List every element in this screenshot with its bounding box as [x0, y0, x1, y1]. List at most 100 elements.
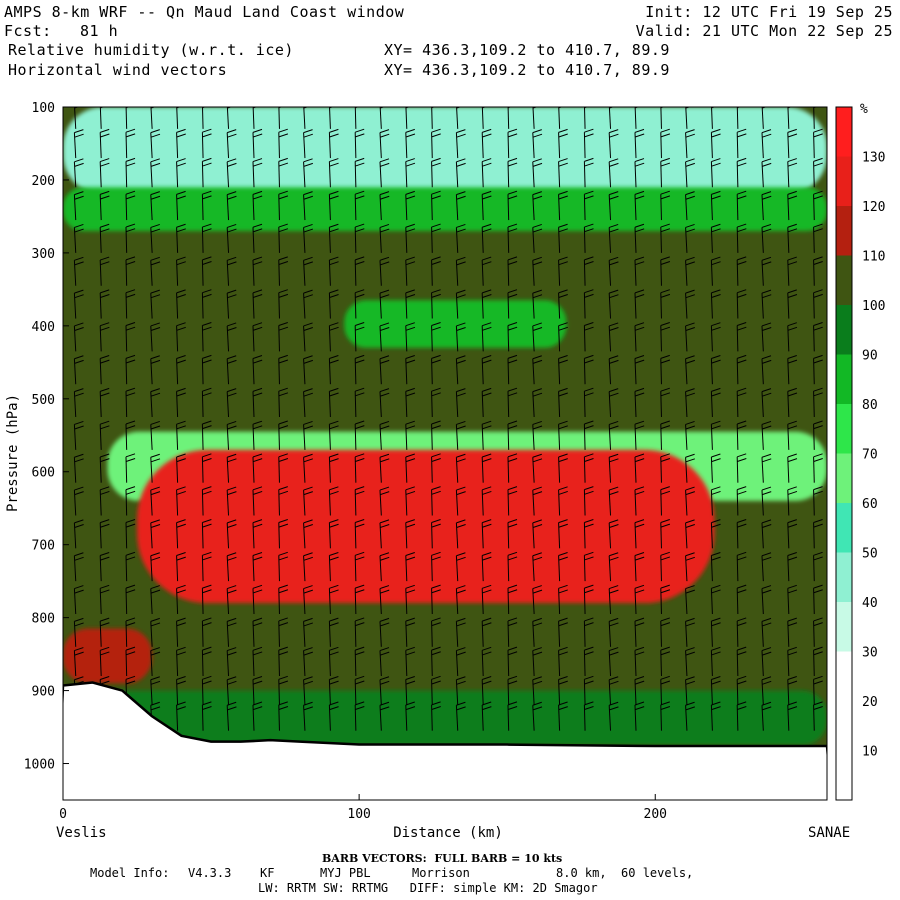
- wind-barb: [405, 158, 416, 188]
- wind-barb: [736, 354, 747, 385]
- wind-barb: [507, 420, 518, 450]
- valid-time: Valid: 21 UTC Mon 22 Sep 25: [635, 22, 893, 40]
- wind-barb: [761, 191, 772, 221]
- wind-barb: [558, 387, 568, 418]
- wind-barb: [278, 322, 289, 352]
- wind-barb: [634, 128, 645, 159]
- wind-barb: [125, 584, 136, 614]
- wind-barb: [507, 289, 518, 319]
- wind-barb: [660, 701, 671, 731]
- wind-barb: [736, 289, 747, 319]
- wind-barb: [761, 129, 772, 159]
- wind-barb: [252, 453, 263, 483]
- wind-barb: [303, 191, 313, 221]
- wind-barb: [252, 223, 263, 253]
- wind-barb: [455, 676, 466, 706]
- wind-barb: [736, 646, 747, 677]
- wind-barb: [608, 355, 619, 385]
- wind-barb: [507, 675, 518, 706]
- wind-barb: [685, 585, 695, 615]
- wind-barb: [328, 676, 339, 706]
- wind-barb: [761, 486, 772, 516]
- wind-barb: [813, 617, 823, 647]
- wind-barb: [354, 190, 365, 221]
- wind-barb: [278, 157, 289, 188]
- wind-barb: [685, 647, 695, 677]
- wind-barb: [558, 646, 568, 677]
- wind-barb: [532, 191, 543, 221]
- colorbar-label: 110: [862, 250, 885, 265]
- wind-barb: [761, 355, 772, 385]
- wind-barb: [328, 190, 339, 221]
- wind-barb: [660, 551, 671, 582]
- colorbar-segment: [836, 305, 852, 355]
- wind-barb: [736, 675, 747, 706]
- colorbar-label: 90: [862, 349, 878, 364]
- wind-barb: [558, 453, 568, 483]
- wind-barb: [532, 701, 543, 731]
- wind-barb: [532, 129, 543, 159]
- wind-barb: [761, 519, 772, 549]
- wind-barb: [150, 388, 161, 418]
- wind-barb: [99, 617, 110, 647]
- wind-barb: [813, 486, 823, 516]
- colorbar-segment: [836, 156, 852, 206]
- wind-barb: [634, 584, 645, 615]
- wind-barb: [660, 486, 671, 516]
- wind-barb: [481, 289, 492, 319]
- wind-barb: [736, 223, 747, 253]
- wind-barb: [736, 157, 747, 188]
- wind-barb: [481, 617, 492, 647]
- wind-barb: [99, 387, 110, 418]
- wind-barb: [431, 354, 441, 385]
- wind-barb: [558, 617, 568, 647]
- wind-barb: [405, 420, 416, 450]
- wind-barb: [354, 617, 365, 647]
- wind-barb: [481, 355, 492, 385]
- wind-barb: [354, 420, 365, 450]
- wind-barb: [813, 322, 823, 352]
- wind-barb: [813, 289, 823, 319]
- wind-barb: [761, 388, 772, 418]
- wind-barb: [354, 289, 365, 319]
- wind-barb: [303, 223, 313, 253]
- wind-barb: [455, 519, 466, 549]
- wind-barb: [583, 223, 594, 253]
- wind-barb: [532, 322, 543, 352]
- wind-barb: [710, 519, 721, 549]
- wind-barb: [405, 552, 416, 582]
- wind-barb: [73, 129, 84, 159]
- wind-barb: [813, 551, 823, 582]
- wind-barb: [532, 647, 543, 677]
- wind-barb: [379, 585, 390, 615]
- wind-barb: [379, 617, 390, 647]
- wind-barb: [507, 128, 518, 159]
- wind-barb: [99, 552, 110, 582]
- wind-barb: [252, 190, 263, 221]
- wind-barb: [761, 107, 767, 129]
- wind-barb: [761, 420, 772, 450]
- wind-barb: [660, 157, 671, 188]
- wind-barb: [99, 322, 110, 352]
- wind-barb: [736, 387, 747, 418]
- wind-barb: [532, 107, 538, 129]
- y-tick-label: 600: [32, 466, 55, 481]
- wind-barb: [176, 617, 186, 647]
- wind-barb: [354, 701, 365, 731]
- wind-barb: [150, 420, 161, 450]
- wind-barb: [761, 223, 772, 253]
- wind-barb: [176, 256, 186, 286]
- wind-barb: [736, 453, 747, 483]
- wind-barb: [761, 453, 772, 483]
- wind-barb: [660, 584, 671, 614]
- wind-barb: [176, 519, 186, 549]
- wind-barb: [710, 256, 721, 286]
- wind-barb: [608, 519, 619, 549]
- wind-barb: [99, 486, 110, 516]
- wind-barb: [787, 128, 798, 159]
- wind-barb: [252, 355, 263, 385]
- wind-barb: [481, 158, 492, 188]
- wind-barb: [558, 128, 568, 159]
- wind-barb: [328, 128, 339, 159]
- wind-barb: [813, 223, 823, 253]
